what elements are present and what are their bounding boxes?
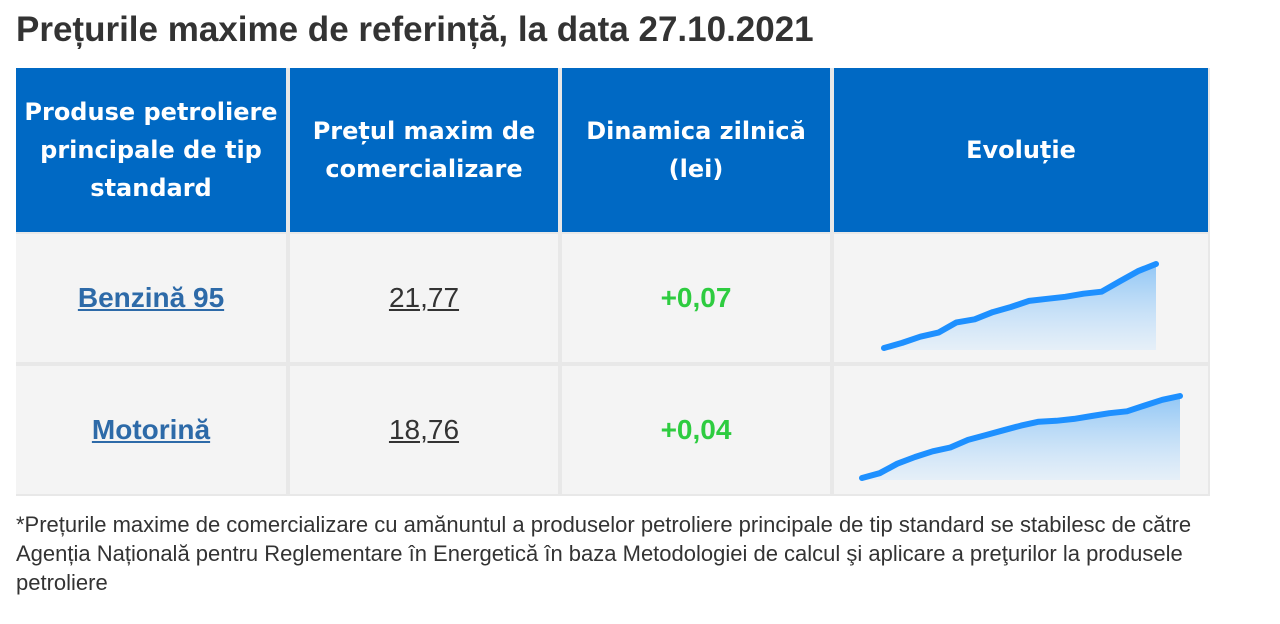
header-evolution: Evoluție <box>834 68 1208 232</box>
header-product: Produse petroliere principale de tip sta… <box>16 68 286 232</box>
daily-change-value: +0,07 <box>660 282 732 313</box>
footnote: *Prețurile maxime de comercializare cu a… <box>16 512 1192 595</box>
price-value[interactable]: 21,77 <box>388 282 460 313</box>
table-row-cell: +0,07 <box>562 234 830 362</box>
price-value[interactable]: 18,76 <box>388 414 460 445</box>
page-title: Prețurile maxime de referință, la data 2… <box>16 10 814 49</box>
sparkline-line <box>859 393 1183 481</box>
header-max-price: Prețul maxim de comercializare <box>290 68 558 232</box>
table-row-cell: +0,04 <box>562 366 830 494</box>
table-row-cell <box>834 234 1208 362</box>
table-row-cell: Benzină 95 <box>16 234 286 362</box>
table-row-cell: Motorină <box>16 366 286 494</box>
sparkline-chart <box>881 261 1159 351</box>
header-daily-change: Dinamica zilnică (lei) <box>562 68 830 232</box>
daily-change-value: +0,04 <box>660 414 732 445</box>
product-link-benzina-95[interactable]: Benzină 95 <box>77 282 225 313</box>
sparkline-line <box>881 261 1159 351</box>
table-row-cell: 18,76 <box>290 366 558 494</box>
price-table: Produse petroliere principale de tip sta… <box>16 68 1210 496</box>
table-row-cell: 21,77 <box>290 234 558 362</box>
sparkline-chart <box>859 393 1183 481</box>
product-link-motorina[interactable]: Motorină <box>91 414 211 445</box>
table-row-cell <box>834 366 1208 494</box>
